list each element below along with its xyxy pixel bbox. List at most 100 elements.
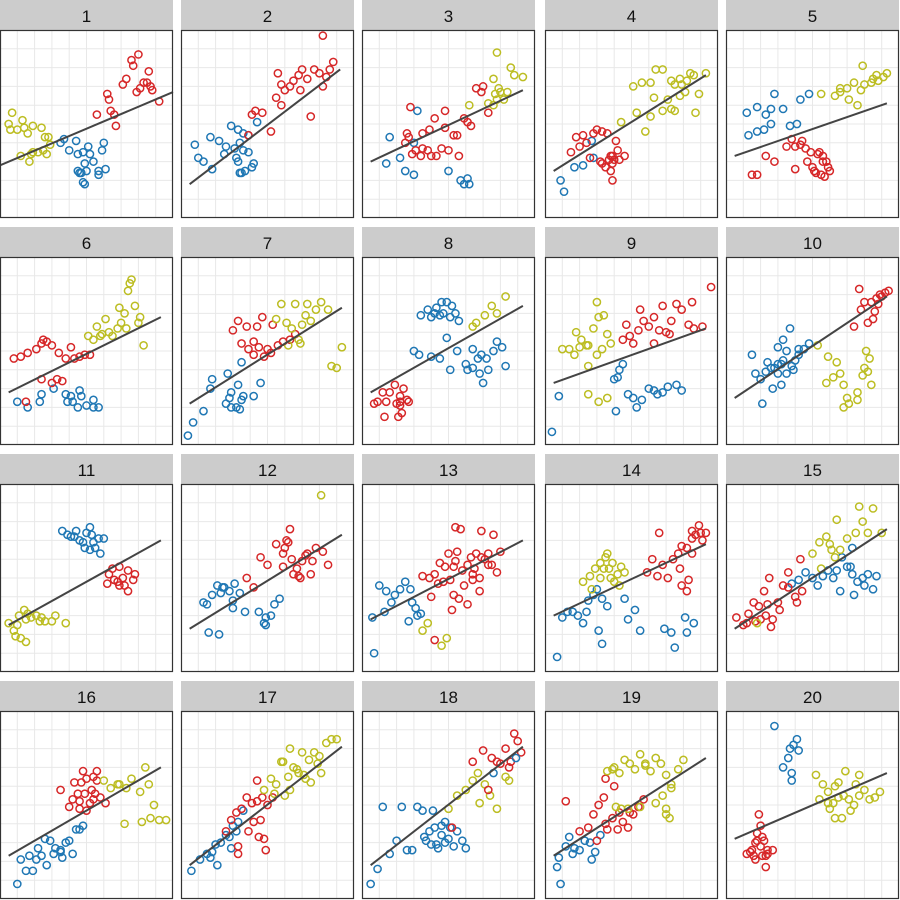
scatter-point <box>426 151 436 161</box>
scatter-point <box>835 369 845 378</box>
facet-label: 14 <box>622 461 641 480</box>
scatter-point <box>564 832 574 842</box>
scatter-point <box>628 339 638 348</box>
scatter-point <box>146 813 155 823</box>
scatter-point <box>754 810 764 819</box>
scatter-point <box>821 378 831 388</box>
scatter-point <box>21 397 31 407</box>
scatter-point <box>226 403 236 412</box>
scatter-point <box>611 802 621 812</box>
scatter-point <box>468 575 478 585</box>
scatter-point <box>578 618 588 628</box>
scatter-point <box>304 755 314 765</box>
scatter-point <box>61 354 71 363</box>
scatter-point <box>89 157 98 166</box>
panel-3: 3 <box>361 0 536 219</box>
regression-line <box>553 543 707 617</box>
scatter-point <box>866 380 876 390</box>
scatter-point <box>432 840 441 849</box>
scatter-point <box>456 524 465 534</box>
scatter-point <box>316 297 326 307</box>
scatter-point <box>687 526 697 536</box>
panel-border <box>0 29 174 219</box>
scatter-point <box>858 517 868 526</box>
scatter-point <box>459 581 469 590</box>
scatter-point <box>554 853 564 862</box>
scatter-point <box>863 528 873 538</box>
scatter-point <box>763 849 772 859</box>
scatter-point <box>766 119 776 129</box>
panel-20: 20 <box>725 681 900 900</box>
scatter-point <box>615 365 624 375</box>
scatter-point <box>477 87 486 97</box>
scatter-point <box>95 549 105 558</box>
scatter-point <box>570 162 579 172</box>
scatter-point <box>66 532 76 541</box>
panel-6: 6 <box>0 227 174 446</box>
scatter-point <box>682 586 692 596</box>
scatter-point <box>404 616 414 626</box>
scatter-point <box>402 395 412 405</box>
scatter-point <box>842 393 852 403</box>
facet-label: 20 <box>803 688 822 707</box>
panel-10: 10 <box>725 227 900 446</box>
scatter-point <box>47 341 57 350</box>
facet-strip <box>181 454 354 484</box>
scatter-point <box>85 545 95 555</box>
scatter-point <box>752 102 762 112</box>
panel-18: 18 <box>361 681 536 900</box>
scatter-point <box>875 787 885 797</box>
scatter-point <box>575 845 584 855</box>
scatter-point <box>594 800 603 810</box>
scatter-point <box>25 851 34 861</box>
scatter-point <box>751 838 760 847</box>
regression-line <box>734 528 888 630</box>
scatter-point <box>492 568 502 577</box>
scatter-point <box>116 318 126 328</box>
scatter-point <box>56 845 65 855</box>
scatter-point <box>259 352 269 361</box>
scatter-point <box>675 564 685 573</box>
scatter-point <box>390 380 400 390</box>
scatter-point <box>283 537 293 547</box>
scatter-point <box>413 611 422 620</box>
scatter-point <box>121 783 131 793</box>
scatter-point <box>40 132 50 142</box>
scatter-point <box>207 374 217 384</box>
scatter-point <box>677 541 687 551</box>
scatter-point <box>452 346 462 356</box>
scatter-point <box>57 376 67 386</box>
scatter-point <box>199 157 208 166</box>
scatter-point <box>438 577 448 587</box>
scatter-point <box>89 335 98 345</box>
panel-13: 13 <box>361 454 536 673</box>
scatter-point <box>432 303 441 313</box>
scatter-point <box>672 299 681 309</box>
scatter-point <box>211 840 220 849</box>
scatter-point <box>839 380 848 390</box>
scatter-point <box>285 744 295 753</box>
scatter-point <box>257 108 267 118</box>
scatter-point <box>763 357 772 367</box>
scatter-point <box>653 571 662 581</box>
scatter-point <box>813 581 823 590</box>
scatter-point <box>113 779 122 789</box>
scatter-point <box>768 384 778 393</box>
scatter-point <box>290 299 300 309</box>
panel-border <box>544 710 719 900</box>
scatter-point <box>815 537 824 547</box>
scatter-point <box>237 395 246 405</box>
panel-border <box>725 710 900 900</box>
scatter-point <box>658 106 667 116</box>
scatter-point <box>752 618 762 628</box>
scatter-point <box>387 598 396 607</box>
scatter-point <box>606 573 616 583</box>
panel-border <box>361 29 536 219</box>
scatter-point <box>496 547 505 557</box>
scatter-point <box>787 361 797 371</box>
scatter-point <box>620 568 629 577</box>
scatter-point <box>604 155 614 165</box>
scatter-point <box>482 354 491 363</box>
scatter-point <box>777 380 786 390</box>
scatter-point <box>680 613 690 622</box>
